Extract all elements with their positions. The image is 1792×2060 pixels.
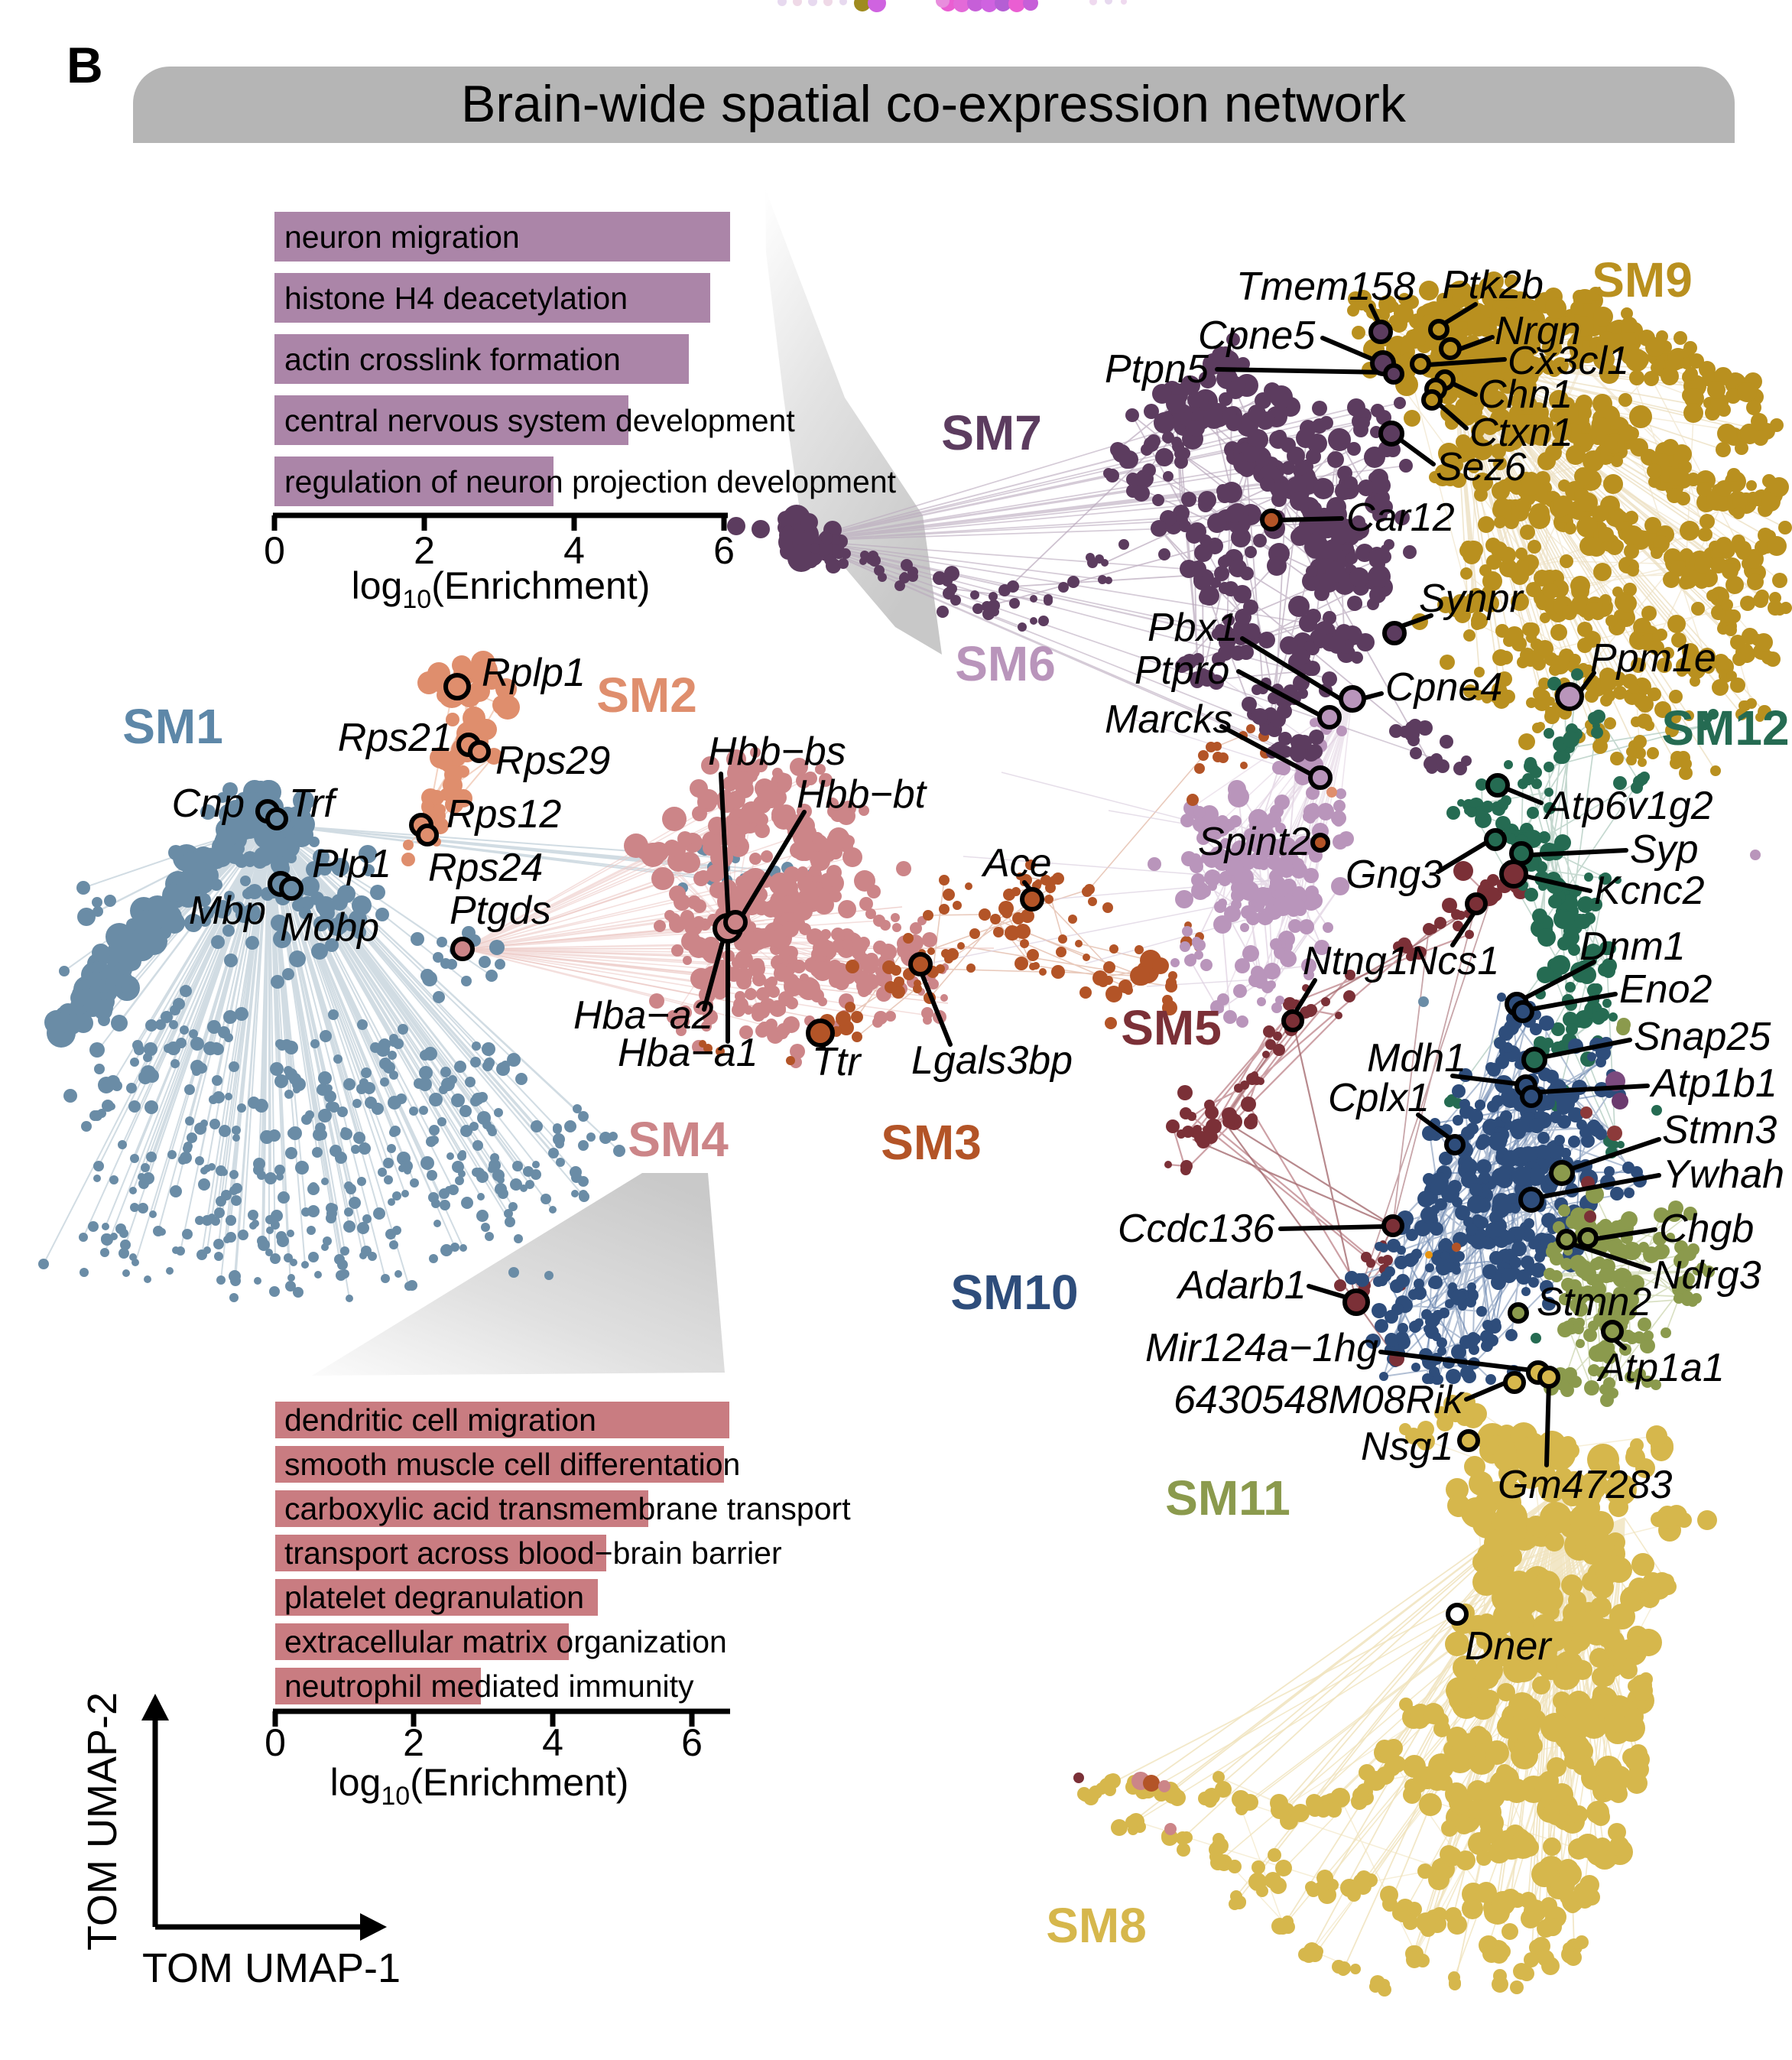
svg-text:Rps24: Rps24 xyxy=(428,846,543,890)
svg-text:carboxylic acid transmembrane: carboxylic acid transmembrane transport xyxy=(284,1491,851,1526)
svg-text:Atp1b1: Atp1b1 xyxy=(1649,1061,1777,1106)
svg-text:Atp6v1g2: Atp6v1g2 xyxy=(1543,784,1713,828)
svg-text:Rplp1: Rplp1 xyxy=(482,651,586,695)
svg-text:Ntng1Ncs1: Ntng1Ncs1 xyxy=(1303,939,1499,983)
svg-text:Rps29: Rps29 xyxy=(495,739,610,783)
svg-text:Synpr: Synpr xyxy=(1419,577,1525,621)
svg-text:Ptpn5: Ptpn5 xyxy=(1105,347,1209,392)
svg-text:Ctxn1: Ctxn1 xyxy=(1469,411,1573,455)
svg-text:Ptgds: Ptgds xyxy=(450,889,551,933)
svg-text:SM5: SM5 xyxy=(1121,1000,1222,1055)
svg-text:smooth muscle cell differentat: smooth muscle cell differentation xyxy=(284,1447,740,1482)
svg-text:Kcnc2: Kcnc2 xyxy=(1594,869,1705,913)
svg-text:extracellular matrix organizat: extracellular matrix organization xyxy=(284,1624,727,1659)
svg-text:Mir124a−1hg: Mir124a−1hg xyxy=(1145,1326,1378,1370)
svg-text:Adarb1: Adarb1 xyxy=(1176,1263,1307,1308)
svg-text:B: B xyxy=(67,37,103,93)
svg-text:Rps21: Rps21 xyxy=(338,716,453,760)
svg-text:Tmem158: Tmem158 xyxy=(1236,265,1415,309)
svg-text:0: 0 xyxy=(265,1721,286,1764)
svg-text:histone H4 deacetylation: histone H4 deacetylation xyxy=(284,281,628,316)
svg-text:Ndrg3: Ndrg3 xyxy=(1653,1253,1761,1298)
svg-text:Chgb: Chgb xyxy=(1659,1207,1754,1251)
svg-text:Brain-wide spatial co-expressi: Brain-wide spatial co-expression network xyxy=(461,75,1407,133)
svg-text:SM3: SM3 xyxy=(881,1115,982,1170)
svg-text:Spint2: Spint2 xyxy=(1198,820,1311,864)
svg-text:Ace: Ace xyxy=(981,841,1052,885)
svg-text:0: 0 xyxy=(264,529,285,572)
svg-text:Snap25: Snap25 xyxy=(1634,1015,1771,1059)
svg-text:6430548M08Rik: 6430548M08Rik xyxy=(1174,1378,1466,1422)
svg-text:neutrophil mediated immunity: neutrophil mediated immunity xyxy=(284,1668,694,1704)
svg-text:transport across blood−brain b: transport across blood−brain barrier xyxy=(284,1535,782,1571)
svg-text:Car12: Car12 xyxy=(1346,496,1455,540)
svg-text:TOM UMAP-2: TOM UMAP-2 xyxy=(80,1692,125,1951)
svg-text:SM11: SM11 xyxy=(1165,1470,1290,1526)
svg-text:Pbx1: Pbx1 xyxy=(1148,606,1238,650)
svg-text:Ppm1e: Ppm1e xyxy=(1590,636,1716,681)
svg-text:2: 2 xyxy=(403,1721,424,1764)
svg-text:dendritic cell migration: dendritic cell migration xyxy=(284,1402,596,1438)
svg-text:Ptk2b: Ptk2b xyxy=(1442,263,1544,307)
svg-text:SM4: SM4 xyxy=(628,1112,729,1167)
svg-text:Mdh1: Mdh1 xyxy=(1367,1036,1466,1080)
svg-text:4: 4 xyxy=(563,529,585,572)
svg-text:Stmn3: Stmn3 xyxy=(1662,1108,1777,1152)
svg-text:Ywhah: Ywhah xyxy=(1663,1152,1784,1197)
svg-text:Trf: Trf xyxy=(289,781,338,826)
svg-text:TOM UMAP-1: TOM UMAP-1 xyxy=(142,1945,401,1991)
svg-text:regulation of neuron projectio: regulation of neuron projection developm… xyxy=(284,464,897,499)
svg-text:2: 2 xyxy=(414,529,435,572)
svg-text:Chn1: Chn1 xyxy=(1478,372,1573,417)
svg-text:platelet degranulation: platelet degranulation xyxy=(284,1580,584,1615)
svg-text:Ptpro: Ptpro xyxy=(1135,648,1229,693)
svg-text:Cnp: Cnp xyxy=(172,781,245,826)
svg-text:Sez6: Sez6 xyxy=(1436,445,1527,489)
svg-text:Eno2: Eno2 xyxy=(1619,967,1712,1012)
svg-text:actin crosslink formation: actin crosslink formation xyxy=(284,342,621,377)
svg-text:Atp1a1: Atp1a1 xyxy=(1596,1346,1725,1390)
svg-text:Ccdc136: Ccdc136 xyxy=(1118,1207,1274,1251)
svg-text:Nrgn: Nrgn xyxy=(1495,309,1581,353)
svg-text:SM7: SM7 xyxy=(941,405,1042,460)
svg-text:4: 4 xyxy=(542,1721,563,1764)
svg-text:Stmn2: Stmn2 xyxy=(1537,1280,1651,1324)
svg-text:SM1: SM1 xyxy=(122,699,223,754)
svg-text:Cpne5: Cpne5 xyxy=(1198,314,1316,358)
svg-text:Cplx1: Cplx1 xyxy=(1328,1076,1430,1120)
svg-text:Cx3cl1: Cx3cl1 xyxy=(1508,339,1629,383)
svg-text:SM6: SM6 xyxy=(955,636,1056,691)
svg-text:Marcks: Marcks xyxy=(1105,697,1233,742)
svg-text:neuron migration: neuron migration xyxy=(284,219,520,255)
svg-text:Hba−a1: Hba−a1 xyxy=(618,1031,758,1075)
svg-text:log10(Enrichment): log10(Enrichment) xyxy=(352,564,651,614)
svg-text:SM2: SM2 xyxy=(596,668,697,723)
svg-text:SM10: SM10 xyxy=(950,1265,1078,1320)
svg-text:Dnm1: Dnm1 xyxy=(1579,924,1686,969)
svg-text:Cpne4: Cpne4 xyxy=(1385,665,1502,710)
svg-text:SM12: SM12 xyxy=(1661,700,1789,755)
svg-text:Hba−a2: Hba−a2 xyxy=(573,993,714,1038)
svg-text:SM9: SM9 xyxy=(1592,252,1693,307)
svg-text:Mobp: Mobp xyxy=(280,905,379,950)
svg-text:Mbp: Mbp xyxy=(189,889,266,933)
svg-text:Rps12: Rps12 xyxy=(446,792,561,837)
svg-text:Nsg1: Nsg1 xyxy=(1361,1425,1453,1469)
svg-text:Lgals3bp: Lgals3bp xyxy=(911,1038,1073,1083)
svg-text:Dner: Dner xyxy=(1465,1624,1553,1668)
svg-text:Hbb−bt: Hbb−bt xyxy=(797,772,928,817)
svg-text:Plp1: Plp1 xyxy=(312,842,391,886)
svg-text:Ttr: Ttr xyxy=(812,1040,862,1084)
svg-text:Hbb−bs: Hbb−bs xyxy=(708,729,846,774)
svg-text:SM8: SM8 xyxy=(1046,1898,1147,1953)
svg-text:6: 6 xyxy=(681,1721,703,1764)
svg-text:Gm47283: Gm47283 xyxy=(1498,1463,1672,1507)
svg-text:Gng3: Gng3 xyxy=(1346,853,1443,897)
svg-text:Syp: Syp xyxy=(1630,827,1699,872)
svg-text:central nervous system develop: central nervous system development xyxy=(284,403,795,438)
svg-text:log10(Enrichment): log10(Enrichment) xyxy=(330,1761,629,1811)
svg-text:6: 6 xyxy=(713,529,735,572)
